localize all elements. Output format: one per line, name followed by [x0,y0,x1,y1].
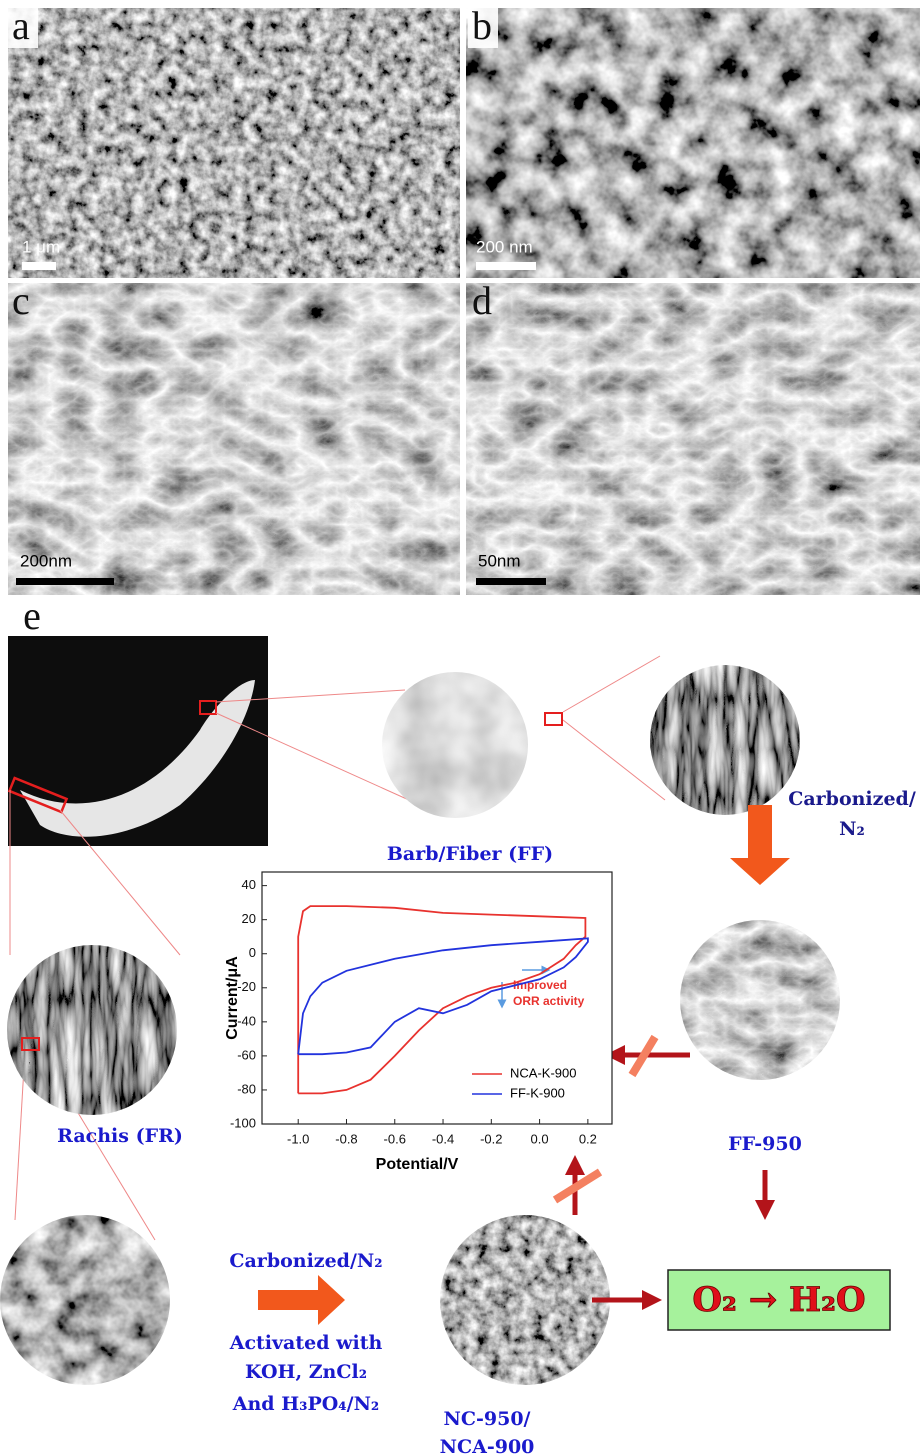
y-axis-label: Current/μA [224,956,241,1040]
sem-image [8,8,460,278]
y-tick-label: 40 [242,877,256,892]
y-tick-label: 0 [249,945,256,960]
y-tick-label: -60 [237,1047,256,1062]
label: And H₃PO₄/N₂ [232,1393,380,1415]
micrograph-circle [0,1215,170,1385]
label: Carbonized/N₂ [229,1250,382,1272]
label: FF-950 [728,1133,802,1155]
x-tick-label: 0.0 [531,1131,549,1146]
panel-label: d [472,278,492,323]
tem-image [8,283,460,595]
label: NC-950/ [444,1408,531,1430]
annotation: ORR activity [513,994,585,1008]
legend-label: NCA-K-900 [510,1065,576,1080]
label: NCA-900 [440,1436,535,1456]
sem-image [466,8,920,278]
highlight-box [545,713,562,725]
panel-label: b [472,3,492,48]
label: N₂ [839,818,865,840]
scale-bar [476,262,536,270]
micrograph-circle [650,665,800,815]
scale-bar [22,262,56,270]
x-tick-label: -0.4 [432,1131,454,1146]
tem-image [466,283,920,595]
panel-label: e [23,593,41,638]
micrograph-circle [440,1215,610,1385]
scale-bar-label: 200 nm [476,237,533,256]
process-arrow [258,1275,345,1325]
panel-label: c [12,278,30,323]
label: Carbonized/ [788,788,916,810]
y-tick-label: -100 [230,1115,256,1130]
scale-bar-label: 200nm [20,551,72,570]
scale-bar [476,578,546,585]
scale-bar-label: 50nm [478,551,521,570]
figure: a 1 μm b 200 nm c 200nm d 50nm e Barb/Fiber (FF) C… [0,0,924,1456]
y-tick-label: -80 [237,1081,256,1096]
scale-bar [16,578,114,585]
x-tick-label: -0.6 [384,1131,406,1146]
micrograph-circle [382,672,528,818]
label: KOH, ZnCl₂ [245,1361,367,1383]
label: Rachis (FR) [57,1125,183,1147]
y-tick-label: 20 [242,911,256,926]
x-tick-label: -0.2 [480,1131,502,1146]
x-axis-label: Potential/V [376,1156,459,1173]
x-tick-label: -0.8 [335,1131,357,1146]
process-arrow [730,805,790,885]
label: Barb/Fiber (FF) [387,843,553,865]
x-tick-label: 0.2 [579,1131,597,1146]
label: Activated with [229,1332,383,1354]
micrograph-circle [680,920,840,1080]
micrograph-circle [7,945,177,1115]
x-tick-label: -1.0 [287,1131,309,1146]
legend-label: FF-K-900 [510,1085,565,1100]
panel-label: a [12,3,30,48]
scale-bar-label: 1 μm [22,237,60,256]
reaction-text: O₂ → H₂O [692,1280,865,1320]
